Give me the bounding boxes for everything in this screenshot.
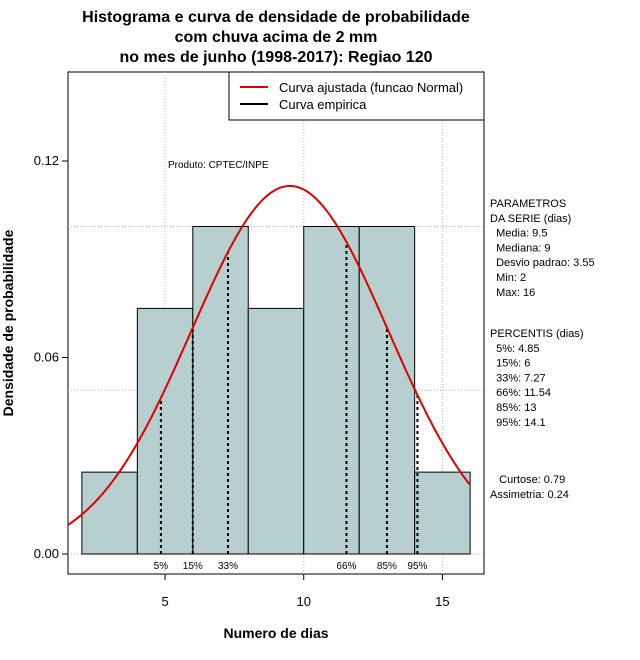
legend-label: Curva ajustada (funcao Normal) bbox=[279, 80, 463, 95]
y-axis-title: Densidade de probabilidade bbox=[0, 229, 16, 416]
histogram-bar bbox=[247, 307, 305, 555]
y-tick-label: 0.00 bbox=[34, 546, 59, 561]
histogram-bar bbox=[192, 226, 249, 555]
legend-label: Curva empirica bbox=[279, 97, 367, 112]
percentile-label: 15% bbox=[183, 561, 203, 572]
percentile-label: 85% bbox=[377, 561, 397, 572]
percentis-line: 15%: 6 bbox=[490, 358, 530, 370]
chart-title-line: no mes de junho (1998-2017): Regiao 120 bbox=[120, 49, 433, 66]
parametros-line: Max: 16 bbox=[490, 287, 535, 299]
y-tick-label: 0.12 bbox=[34, 153, 59, 168]
parametros-line: Mediana: 9 bbox=[490, 242, 551, 254]
credit-text: Produto: CPTEC/INPE bbox=[168, 160, 269, 171]
percentis-line: 95%: 14.1 bbox=[490, 417, 546, 429]
legend-box bbox=[228, 71, 485, 121]
parametros-line: Desvio padrao: 3.55 bbox=[490, 257, 595, 269]
legend: Curva ajustada (funcao Normal) Curva empi… bbox=[228, 71, 485, 121]
percentis-line: 66%: 11.54 bbox=[490, 387, 551, 399]
percentile-label: 5% bbox=[154, 561, 169, 572]
parametros-panel: PARAMETROS DA SERIE (dias) Media: 9.5 Med… bbox=[490, 198, 595, 299]
percentis-line: 85%: 13 bbox=[490, 402, 536, 414]
percentile-label: 66% bbox=[336, 561, 356, 572]
histogram-bar bbox=[414, 471, 471, 555]
percentis-line: 5%: 4.85 bbox=[490, 343, 540, 355]
percentis-panel: PERCENTIS (dias) 5%: 4.85 15%: 6 33%: 7.… bbox=[490, 328, 584, 429]
percentile-label: 95% bbox=[407, 561, 427, 572]
histogram-bars bbox=[81, 226, 471, 555]
x-tick-label: 5 bbox=[161, 594, 168, 609]
parametros-line: Min: 2 bbox=[490, 272, 526, 284]
axes: 5 10 15 0.00 0.06 0.12 bbox=[34, 153, 450, 609]
stats-panel: Curtose: 0.79 Assimetria: 0.24 bbox=[490, 474, 569, 501]
x-tick-label: 10 bbox=[296, 594, 310, 609]
percentile-label: 33% bbox=[218, 561, 238, 572]
chart-title-line: Histograma e curva de densidade de proba… bbox=[82, 9, 470, 26]
percentile-labels: 5% 15% 33% 66% 85% 95% bbox=[154, 561, 428, 572]
percentis-line: PERCENTIS (dias) bbox=[490, 328, 584, 340]
chart-title: Histograma e curva de densidade de proba… bbox=[82, 9, 470, 66]
percentis-line: 33%: 7.27 bbox=[490, 372, 546, 384]
x-tick-label: 15 bbox=[435, 594, 449, 609]
chart-title-line: com chuva acima de 2 mm bbox=[175, 29, 378, 46]
parametros-line: DA SERIE (dias) bbox=[490, 213, 571, 225]
parametros-line: PARAMETROS bbox=[490, 198, 566, 210]
x-axis-title: Numero de dias bbox=[223, 625, 328, 641]
stats-line: Assimetria: 0.24 bbox=[490, 489, 569, 501]
histogram-bar bbox=[303, 226, 360, 555]
normal-curve bbox=[67, 184, 471, 526]
y-tick-label: 0.06 bbox=[34, 350, 59, 365]
parametros-line: Media: 9.5 bbox=[490, 228, 547, 240]
percentile-lines bbox=[159, 241, 419, 554]
stats-line: Curtose: 0.79 bbox=[490, 474, 565, 486]
